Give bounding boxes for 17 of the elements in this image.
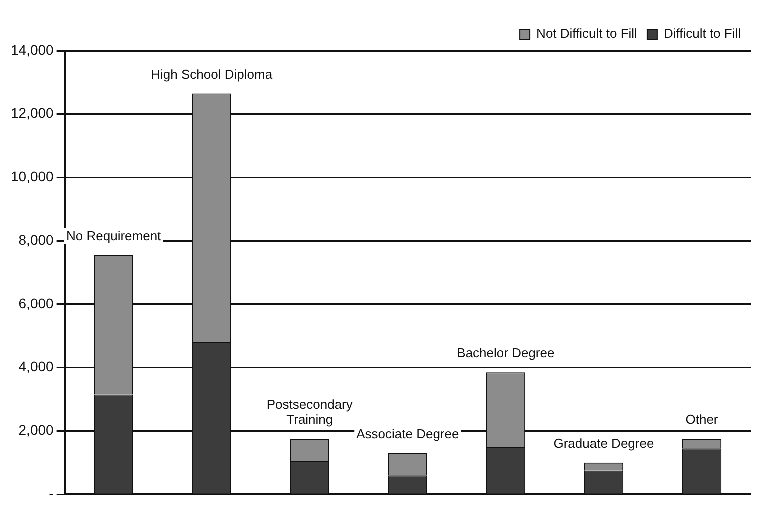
x-tick-label: Postsecondary Training: [266, 397, 354, 428]
y-tick-label: -: [49, 485, 54, 502]
y-tick-label: 10,000: [10, 168, 54, 185]
y-tick-label: 6,000: [18, 295, 54, 312]
legend-label: Not Difficult to Fill: [536, 26, 638, 42]
y-tick-label: 12,000: [10, 105, 54, 122]
y-tick-label: 2,000: [18, 422, 54, 438]
x-tick-label: Other: [686, 412, 719, 428]
x-tick-label: Graduate Degree: [554, 436, 654, 451]
x-tick-label: High School Diploma: [151, 66, 274, 82]
legend-label: Difficult to Fill: [664, 26, 742, 42]
y-tick-label: 4,000: [18, 358, 54, 375]
x-tick-label: Bachelor Degree: [457, 346, 555, 361]
y-tick-label: 8,000: [18, 232, 54, 248]
x-tick-label: No Requirement: [66, 228, 162, 244]
y-tick-label: 14,000: [10, 42, 54, 58]
x-tick-label: Associate Degree: [356, 426, 460, 442]
